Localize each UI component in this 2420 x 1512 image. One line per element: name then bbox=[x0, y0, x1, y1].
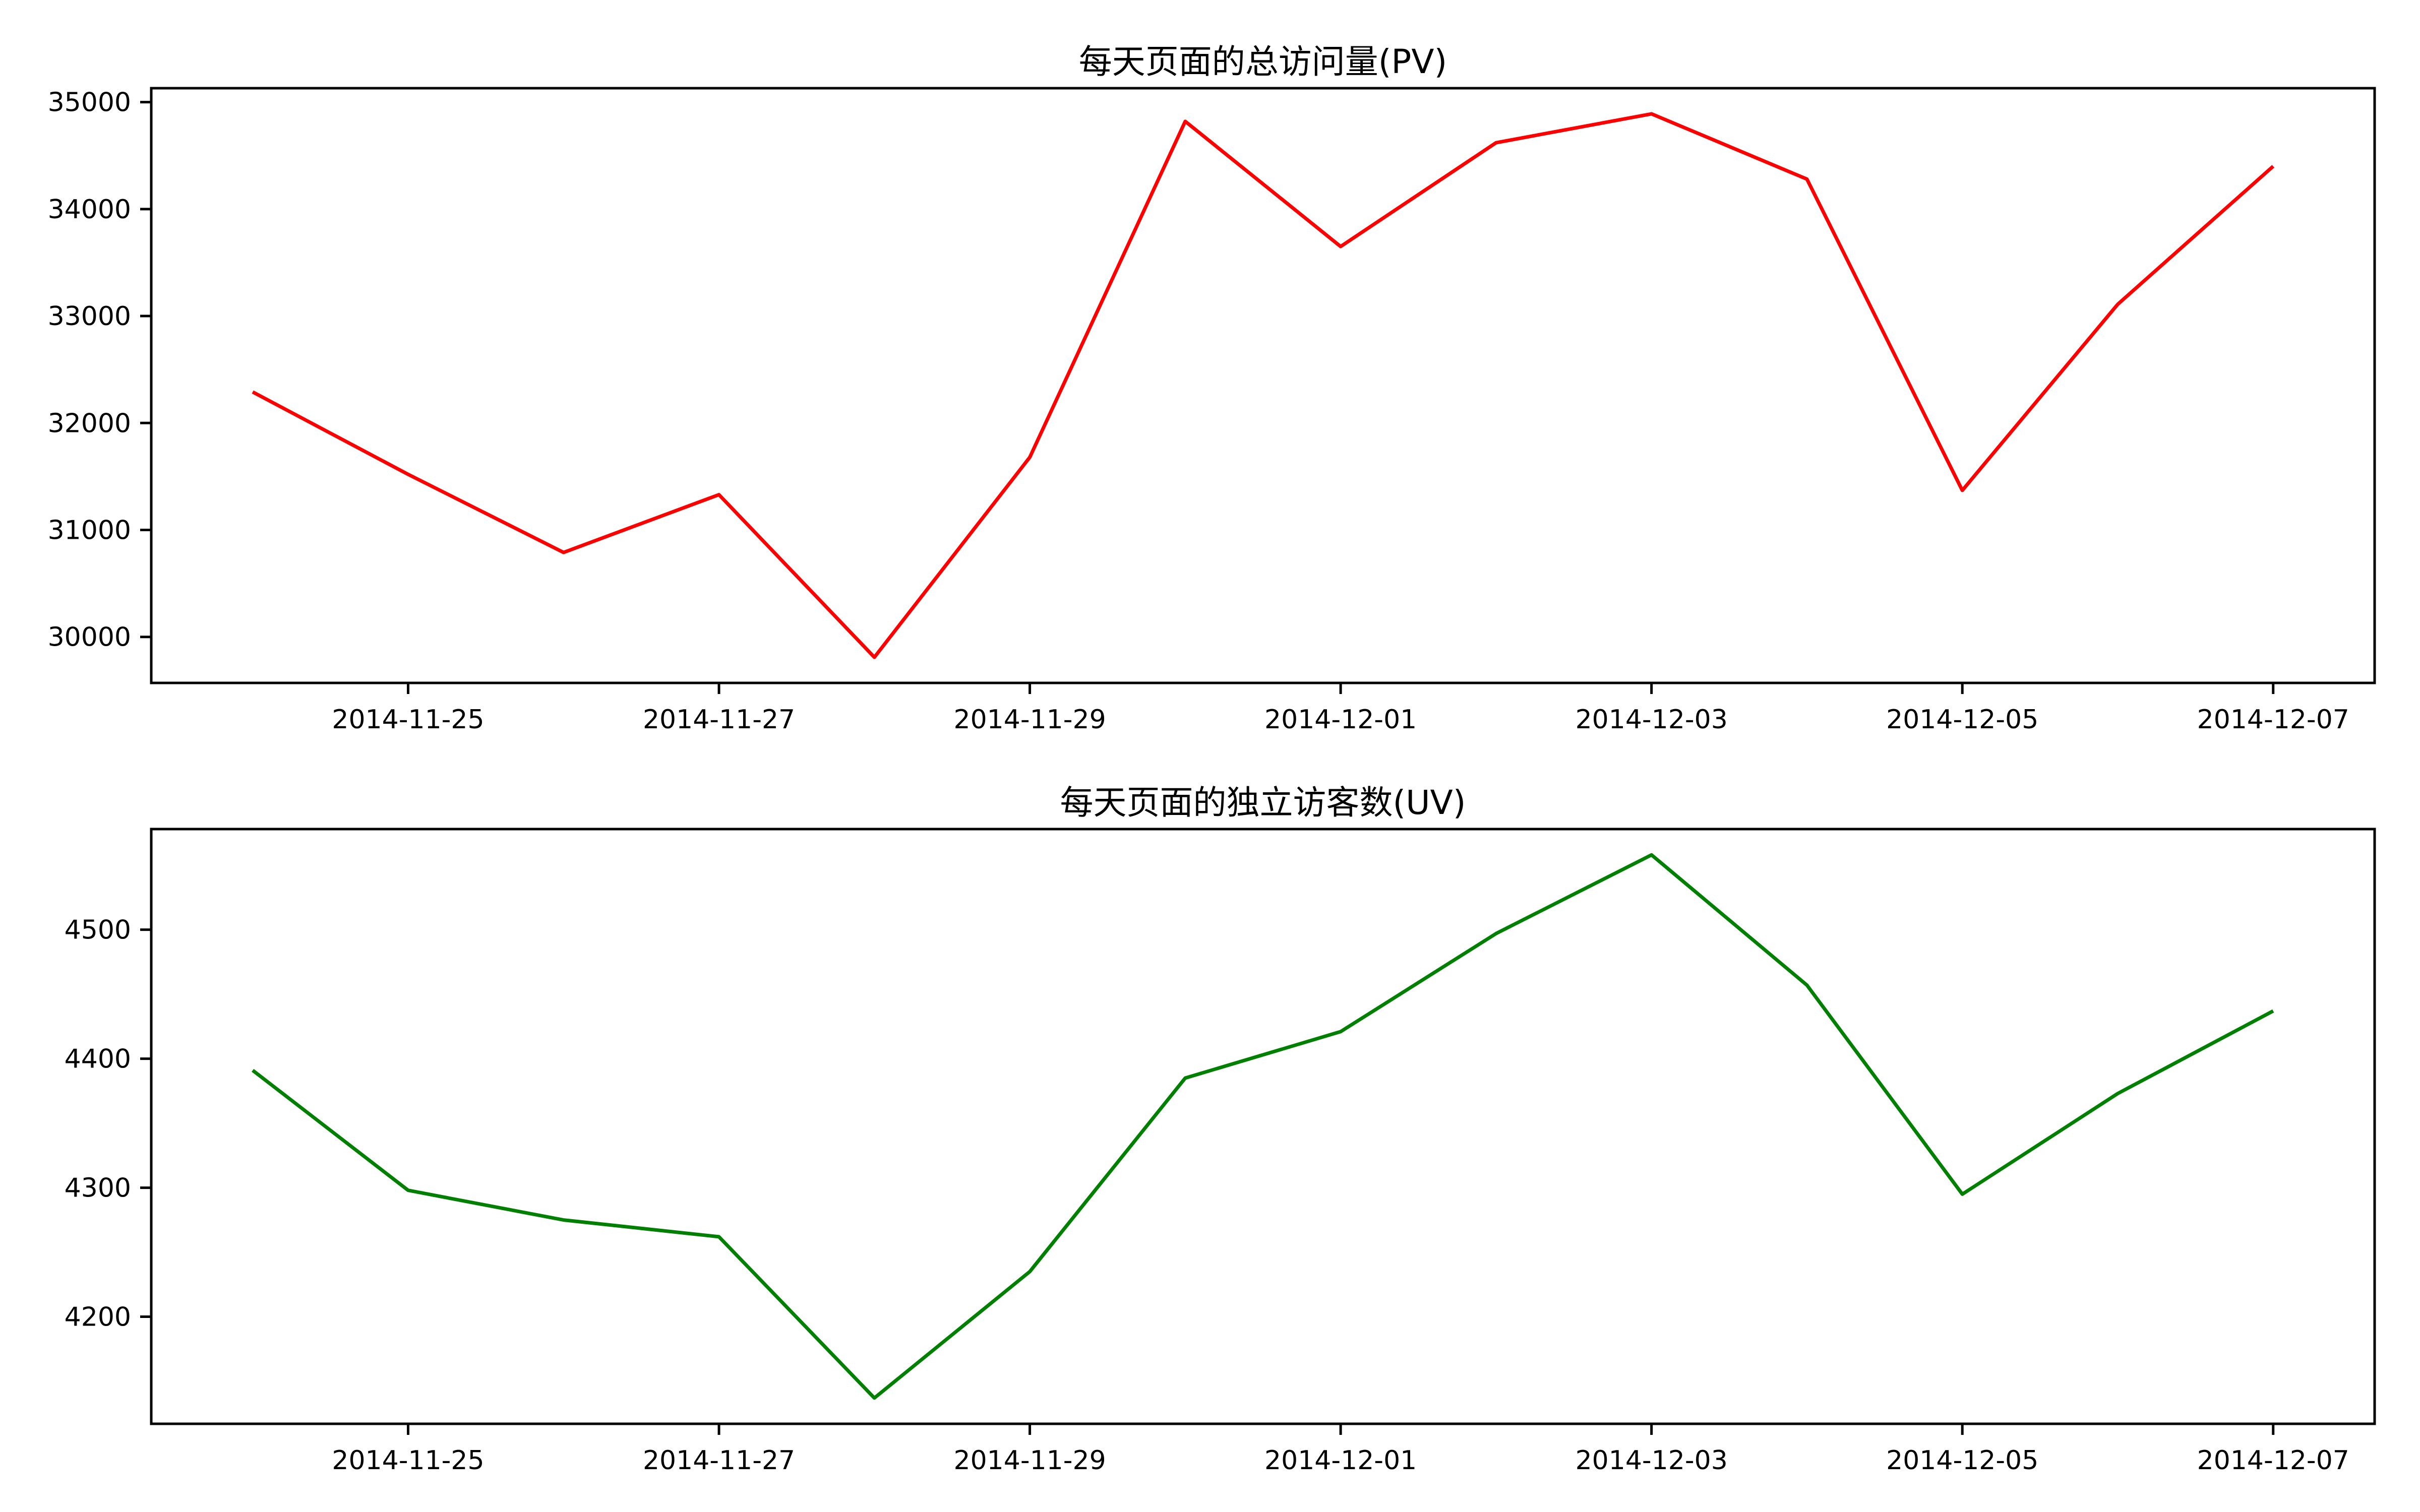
y-tick-label: 33000 bbox=[48, 301, 131, 332]
y-tick-label: 31000 bbox=[48, 516, 131, 546]
x-tick-label: 2014-12-03 bbox=[1576, 705, 1728, 735]
x-tick-label: 2014-12-05 bbox=[1886, 1445, 2038, 1476]
plot-frame bbox=[150, 828, 2376, 1425]
x-tick-label: 2014-11-27 bbox=[643, 705, 795, 735]
y-tick-label: 32000 bbox=[48, 408, 131, 438]
x-tick-label: 2014-12-01 bbox=[1264, 1445, 1417, 1476]
plot-frame bbox=[150, 87, 2376, 684]
series-line-0 bbox=[252, 853, 2274, 1400]
chart-uv: 每天页面的独立访客数(UV) 4200 4300 4400 4500 2014-11-25… bbox=[65, 783, 2376, 1476]
y-tick-label: 30000 bbox=[48, 622, 131, 653]
x-tick-label: 2014-11-29 bbox=[953, 705, 1106, 735]
y-tick-label: 34000 bbox=[48, 195, 131, 225]
series-line-0 bbox=[252, 112, 2275, 659]
chart-title: 每天页面的独立访客数(UV) bbox=[1060, 783, 1466, 822]
x-tick-label: 2014-11-25 bbox=[332, 705, 484, 735]
x-tick-label: 2014-11-25 bbox=[332, 1445, 484, 1476]
x-tick-label: 2014-12-03 bbox=[1576, 1445, 1728, 1476]
chart-title: 每天页面的总访问量(PV) bbox=[1079, 42, 1447, 81]
x-tick-label: 2014-11-29 bbox=[953, 1445, 1106, 1476]
x-tick-label: 2014-12-07 bbox=[2197, 705, 2349, 735]
x-tick-label: 2014-11-27 bbox=[643, 1445, 795, 1476]
chart-pv: 每天页面的总访问量(PV) 30000 31000 32000 33000 34000 35… bbox=[48, 42, 2376, 735]
x-tick-label: 2014-12-07 bbox=[2197, 1445, 2349, 1476]
x-tick-label: 2014-12-05 bbox=[1886, 705, 2038, 735]
y-tick-label: 4200 bbox=[65, 1302, 131, 1333]
y-tick-label: 35000 bbox=[48, 88, 131, 118]
y-tick-label: 4400 bbox=[65, 1044, 131, 1075]
y-tick-label: 4300 bbox=[65, 1173, 131, 1204]
y-tick-label: 4500 bbox=[65, 915, 131, 946]
x-tick-label: 2014-12-01 bbox=[1264, 705, 1417, 735]
